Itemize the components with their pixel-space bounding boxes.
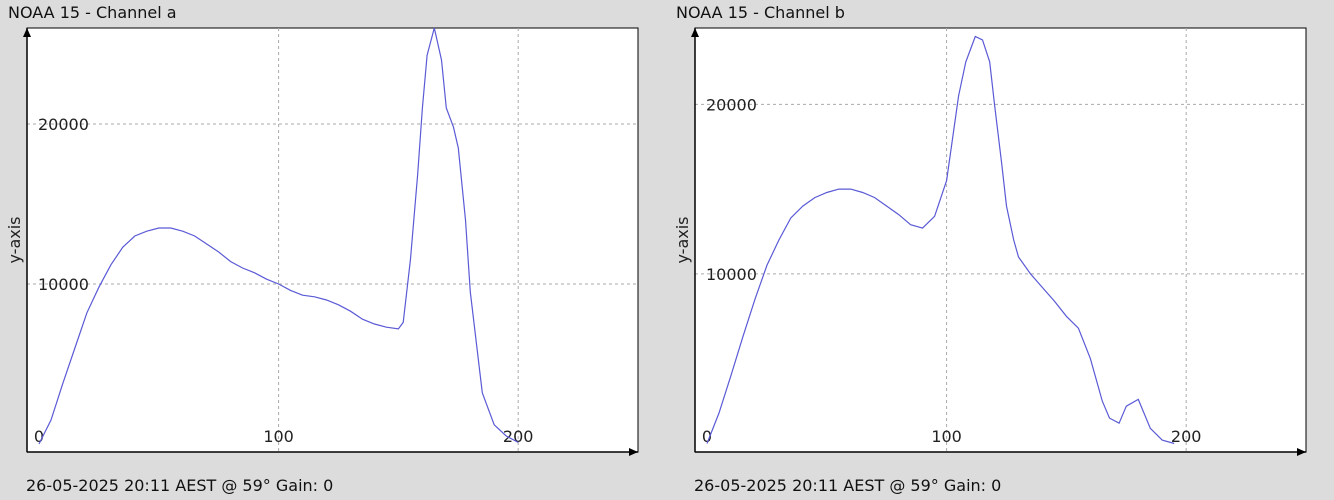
- y-axis-label: y-axis: [673, 216, 692, 263]
- plot-area: [694, 27, 1307, 453]
- x-tick-label: 200: [503, 427, 534, 446]
- x-tick-label: 0: [702, 427, 712, 446]
- x-tick-label: 200: [1171, 427, 1202, 446]
- chart-a: 0 100 200 10000 20000 y-axis: [5, 27, 639, 456]
- x-tick-label: 0: [34, 427, 44, 446]
- plot-area: [26, 27, 639, 453]
- y-axis-arrow: [691, 28, 699, 37]
- chart-footer: 26-05-2025 20:11 AEST @ 59° Gain: 0: [26, 476, 334, 495]
- y-tick-label: 10000: [38, 275, 89, 294]
- x-axis-arrow: [629, 448, 638, 456]
- series-line: [706, 35, 1175, 445]
- x-axis-arrow: [1297, 448, 1306, 456]
- series-line: [38, 27, 519, 445]
- x-tick-label: 100: [263, 427, 294, 446]
- chart-title: NOAA 15 - Channel b: [676, 3, 845, 22]
- chart-title: NOAA 15 - Channel a: [8, 3, 177, 22]
- y-tick-label: 10000: [706, 265, 757, 284]
- chart-b: 0 100 200 10000 20000 y-axis: [673, 27, 1307, 456]
- chart-footer: 26-05-2025 20:11 AEST @ 59° Gain: 0: [694, 476, 1002, 495]
- y-axis-label: y-axis: [5, 216, 24, 263]
- y-axis-arrow: [23, 28, 31, 37]
- x-tick-label: 100: [931, 427, 962, 446]
- chart-panel-b: NOAA 15 - Channel b 0 100 200 10000 20000 y-a…: [668, 0, 1308, 500]
- y-tick-label: 20000: [706, 95, 757, 114]
- y-tick-label: 20000: [38, 115, 89, 134]
- chart-panel-a: NOAA 15 - Channel a 0 100 200 10000 20000 y-a…: [0, 0, 640, 500]
